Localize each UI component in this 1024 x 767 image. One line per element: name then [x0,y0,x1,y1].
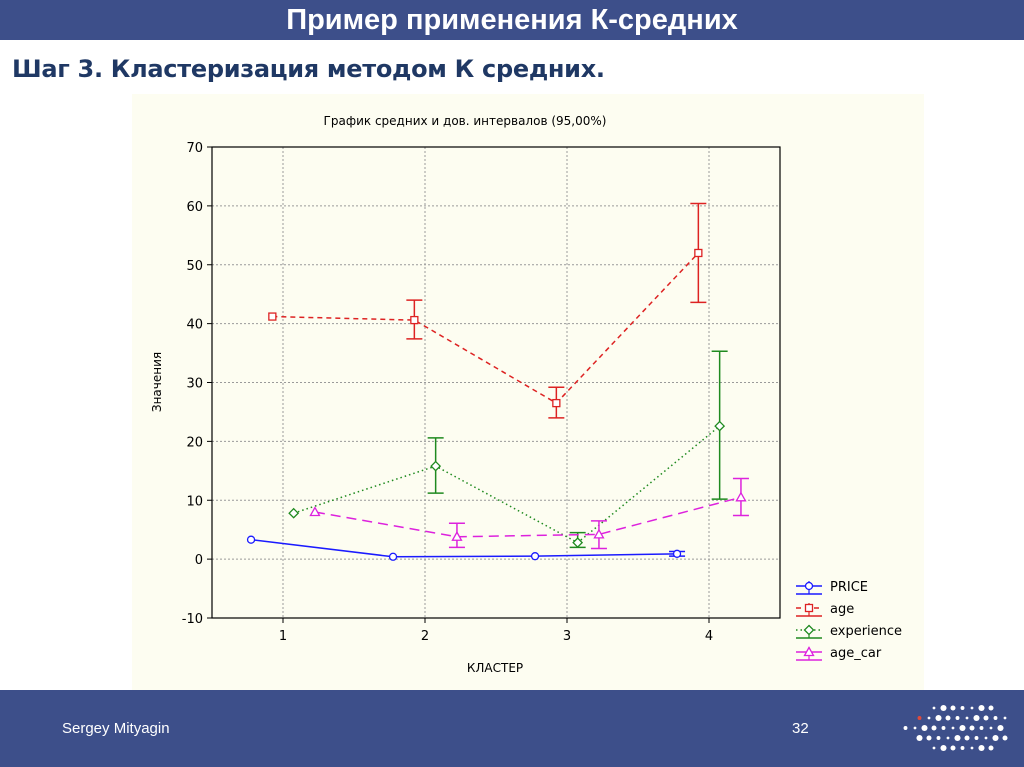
logo-dot [951,726,955,730]
legend-label-age-car: age_car [830,646,882,661]
logo-dot [1002,735,1008,741]
logo-dot [970,746,974,750]
logo-dot [945,715,951,721]
logo-dot [992,734,999,742]
logo-dot [997,724,1004,732]
logo-dot [950,745,956,751]
logo-dot [984,736,988,740]
logo-dot [903,726,908,730]
data-point-age-car [735,491,747,502]
legend-marker-age [804,603,814,613]
logo-dot [960,706,965,710]
logo-dot [989,726,993,730]
logo-dot [931,725,937,731]
logo-dot [959,724,966,732]
logo-dot [979,726,984,730]
data-point-experience [430,460,442,472]
logo-dot [983,715,989,721]
data-point-age [552,398,561,408]
logo-dot [988,745,994,751]
y-tick-label: 70 [186,141,203,156]
legend-label-price: PRICE [830,580,868,595]
data-point-age [694,248,703,258]
logo-dot [993,716,998,720]
legend-marker-age-car [803,646,815,657]
logo-dot [955,716,960,720]
logo-dot [917,716,922,720]
logo-dot [927,716,931,720]
logo-dot [916,734,923,742]
logo-dot [940,744,947,752]
logo-dot [932,706,936,710]
footer-author: Sergey Mityagin [62,720,170,737]
logo-dot [935,714,942,722]
logo-dot [913,726,917,730]
data-point-age [410,315,419,325]
chart-panel: График средних и дов. интервалов (95,00%… [132,94,924,690]
logo-dot [974,736,979,740]
y-tick-label: 60 [186,200,203,215]
data-point-price [530,552,540,561]
logo-dot [932,746,936,750]
x-tick-label: 2 [421,629,429,644]
logo-dot [936,736,941,740]
y-tick-label: 40 [186,318,203,333]
logo-dot [926,735,932,741]
logo-dot [946,736,950,740]
logo-dot [941,726,946,730]
series-line-age [272,252,699,405]
logo-dot [960,746,965,750]
logo-dot [978,704,985,712]
logo-dot [978,744,985,752]
x-tick-label: 4 [705,629,713,644]
y-tick-label: 20 [186,435,203,450]
legend-marker-experience [803,624,815,636]
slide-title: Пример применения К-средних [0,0,1024,40]
legend-label-experience: experience [830,624,902,639]
footer-bar: Sergey Mityagin 32 [0,690,1024,767]
logo-dot [921,724,928,732]
data-point-age-car [309,506,321,517]
y-tick-label: -10 [182,612,203,627]
y-tick-label: 50 [186,259,203,274]
series-line-experience [293,425,721,544]
logo-dot [988,705,994,711]
data-point-price [388,552,398,561]
logo-dot [950,705,956,711]
logo-dot [964,735,970,741]
slide-subtitle: Шаг 3. Кластеризация методом К средних. [12,55,605,83]
logo-dot [969,725,975,731]
data-point-experience [572,537,584,549]
data-point-experience [288,507,300,519]
y-tick-label: 30 [186,377,203,392]
chart-svg: График средних и дов. интервалов (95,00%… [150,114,902,675]
logo-dot [940,704,947,712]
y-axis-label: Значения [150,352,164,412]
data-point-price [246,535,256,544]
page-number: 32 [792,720,809,737]
legend-label-age: age [830,602,854,617]
x-tick-label: 3 [563,629,571,644]
logo-dot [1003,716,1007,720]
y-tick-label: 10 [186,494,203,509]
logo-dot [973,714,980,722]
data-point-price [672,549,682,558]
data-point-age [268,312,277,321]
chart-title: График средних и дов. интервалов (95,00%… [324,114,607,128]
series-line-price [250,538,678,558]
x-axis-label: КЛАСТЕР [467,661,523,675]
legend-marker-price [804,581,814,591]
data-point-experience [714,420,726,432]
data-point-age-car [451,530,463,541]
x-tick-label: 1 [279,629,287,644]
data-point-age-car [593,528,605,539]
y-tick-label: 0 [195,553,203,568]
logo-dot [954,734,961,742]
series-line-age-car [314,496,742,538]
logo-dot [965,716,969,720]
logo-dot [970,706,974,710]
dot-grid-logo-icon [903,704,1008,752]
